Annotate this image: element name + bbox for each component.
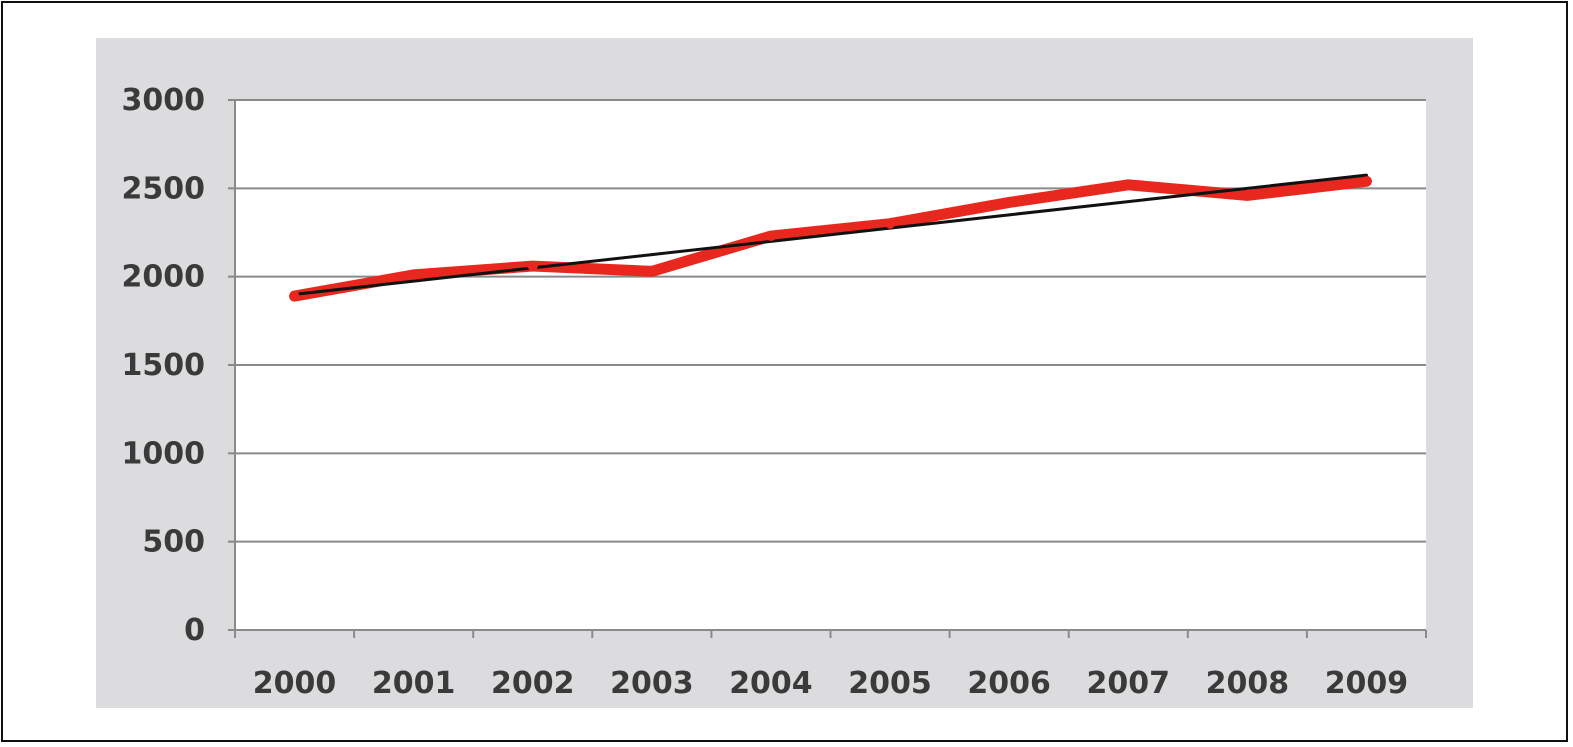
x-tick-label: 2004 xyxy=(729,666,813,701)
data-point xyxy=(646,266,657,277)
trendline xyxy=(293,173,1368,296)
y-tick-label: 2000 xyxy=(122,260,206,295)
y-tick-label: 500 xyxy=(142,525,205,560)
data-point xyxy=(1242,190,1253,201)
y-tick-label: 1500 xyxy=(122,348,206,383)
y-tick-label: 1000 xyxy=(122,436,206,471)
x-tick-label: 2000 xyxy=(253,666,337,701)
y-tick-label: 0 xyxy=(184,613,205,648)
x-tick-label: 2008 xyxy=(1206,666,1290,701)
x-tick-label: 2003 xyxy=(610,666,694,701)
data-point xyxy=(289,291,300,302)
data-point xyxy=(408,269,419,280)
data-point xyxy=(765,231,776,242)
data-point xyxy=(527,261,538,272)
data-point xyxy=(1361,176,1372,187)
y-tick-label: 2500 xyxy=(122,171,206,206)
data-point xyxy=(1004,197,1015,208)
data-point xyxy=(1123,179,1134,190)
y-tick-label: 3000 xyxy=(122,83,206,118)
x-tick-label: 2007 xyxy=(1087,666,1171,701)
x-tick-label: 2006 xyxy=(967,666,1051,701)
x-tick-label: 2005 xyxy=(848,666,932,701)
data-point xyxy=(885,218,896,229)
x-tick-label: 2009 xyxy=(1325,666,1409,701)
x-tick-label: 2001 xyxy=(372,666,456,701)
series-line xyxy=(289,175,1372,302)
x-tick-label: 2002 xyxy=(491,666,575,701)
